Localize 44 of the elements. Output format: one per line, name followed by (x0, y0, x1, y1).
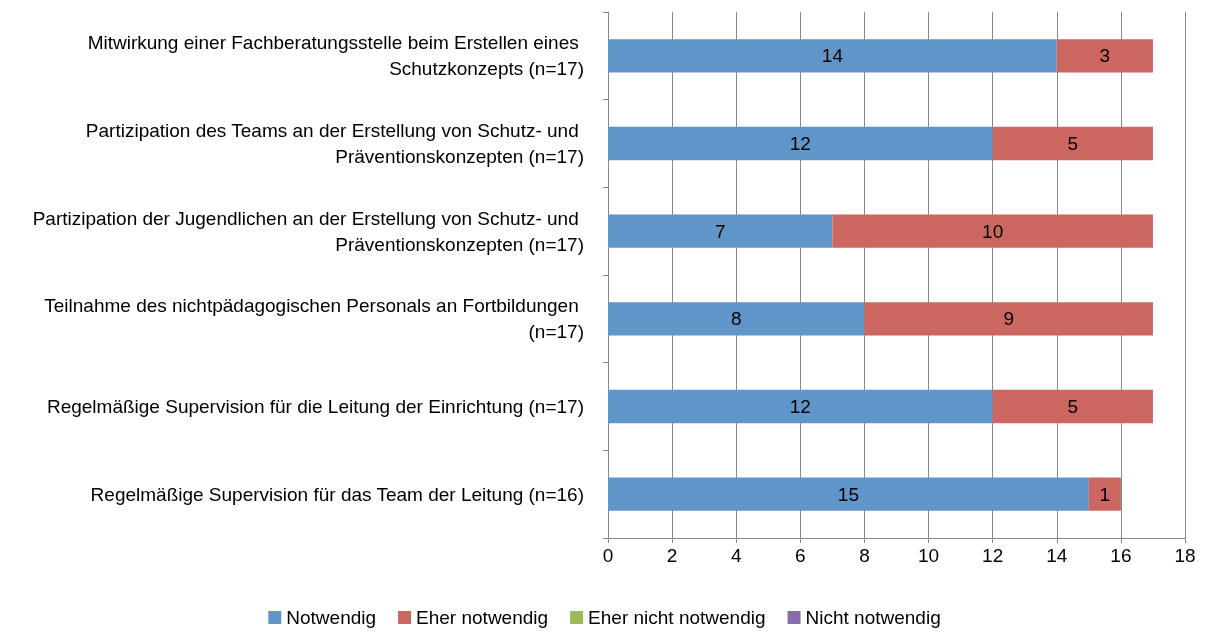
bar (1056, 39, 1153, 73)
bar (1088, 477, 1121, 511)
data-label: 3 (1099, 45, 1111, 67)
y-tick-label: Partizipation des Teams an der Erstellung von Schutz- und Präventionskonzepten (n=17) (85, 120, 584, 167)
data-label: 5 (1067, 396, 1079, 417)
legend-label: Eher nicht notwendig (588, 607, 766, 628)
bar (608, 214, 833, 248)
x-tick-label: 12 (982, 545, 1004, 566)
x-tick-label: 14 (1046, 545, 1068, 566)
x-tick-label: 2 (666, 545, 678, 566)
x-tick-label: 6 (795, 545, 806, 566)
x-tick-label: 16 (1110, 545, 1132, 566)
bar (608, 126, 993, 161)
y-tick-label: Regelmäßige Supervision für das Team der Leitung (n=16) (90, 483, 584, 505)
data-label: 15 (837, 483, 859, 505)
data-label: 5 (1067, 133, 1079, 154)
bar (608, 389, 993, 424)
bar (608, 302, 865, 336)
bar (992, 126, 1153, 161)
y-tick-label: Regelmäßige Supervision für die Leitung der Einrichtung (n=17) (46, 396, 584, 417)
x-tick-label: 0 (602, 545, 614, 566)
data-label: 14 (821, 45, 844, 67)
x-tick-label: 8 (859, 545, 870, 566)
y-tick-label: Partizipation der Jugendlichen an der Erstellung von Schutz- und Präventionskonzepten (n=17) (32, 207, 584, 255)
bar (992, 389, 1153, 424)
legend-label: Notwendig (286, 607, 377, 628)
legend-label: Nicht notwendig (805, 607, 941, 628)
bar (608, 477, 1089, 511)
x-tick-label: 10 (917, 545, 940, 566)
y-tick-label: Teilnahme des nichtpädagogischen Personals an Fortbildungen (n=17) (44, 295, 584, 343)
x-tick-label: 18 (1174, 545, 1196, 566)
bar (832, 214, 1153, 248)
bar (864, 302, 1153, 336)
bar (608, 39, 1057, 73)
data-label: 1 (1099, 483, 1111, 505)
data-label: 7 (714, 220, 726, 242)
legend-label: Eher notwendig (416, 607, 549, 628)
data-label: 12 (789, 396, 811, 417)
data-label: 8 (730, 308, 742, 330)
data-label: 12 (789, 133, 811, 154)
data-label: 9 (1003, 308, 1014, 330)
data-label: 10 (982, 220, 1004, 242)
y-tick-label: Mitwirkung einer Fachberatungsstelle beim Erstellen eines Schutzkonzepts (n=17) (87, 32, 584, 80)
x-tick-label: 4 (730, 545, 742, 566)
